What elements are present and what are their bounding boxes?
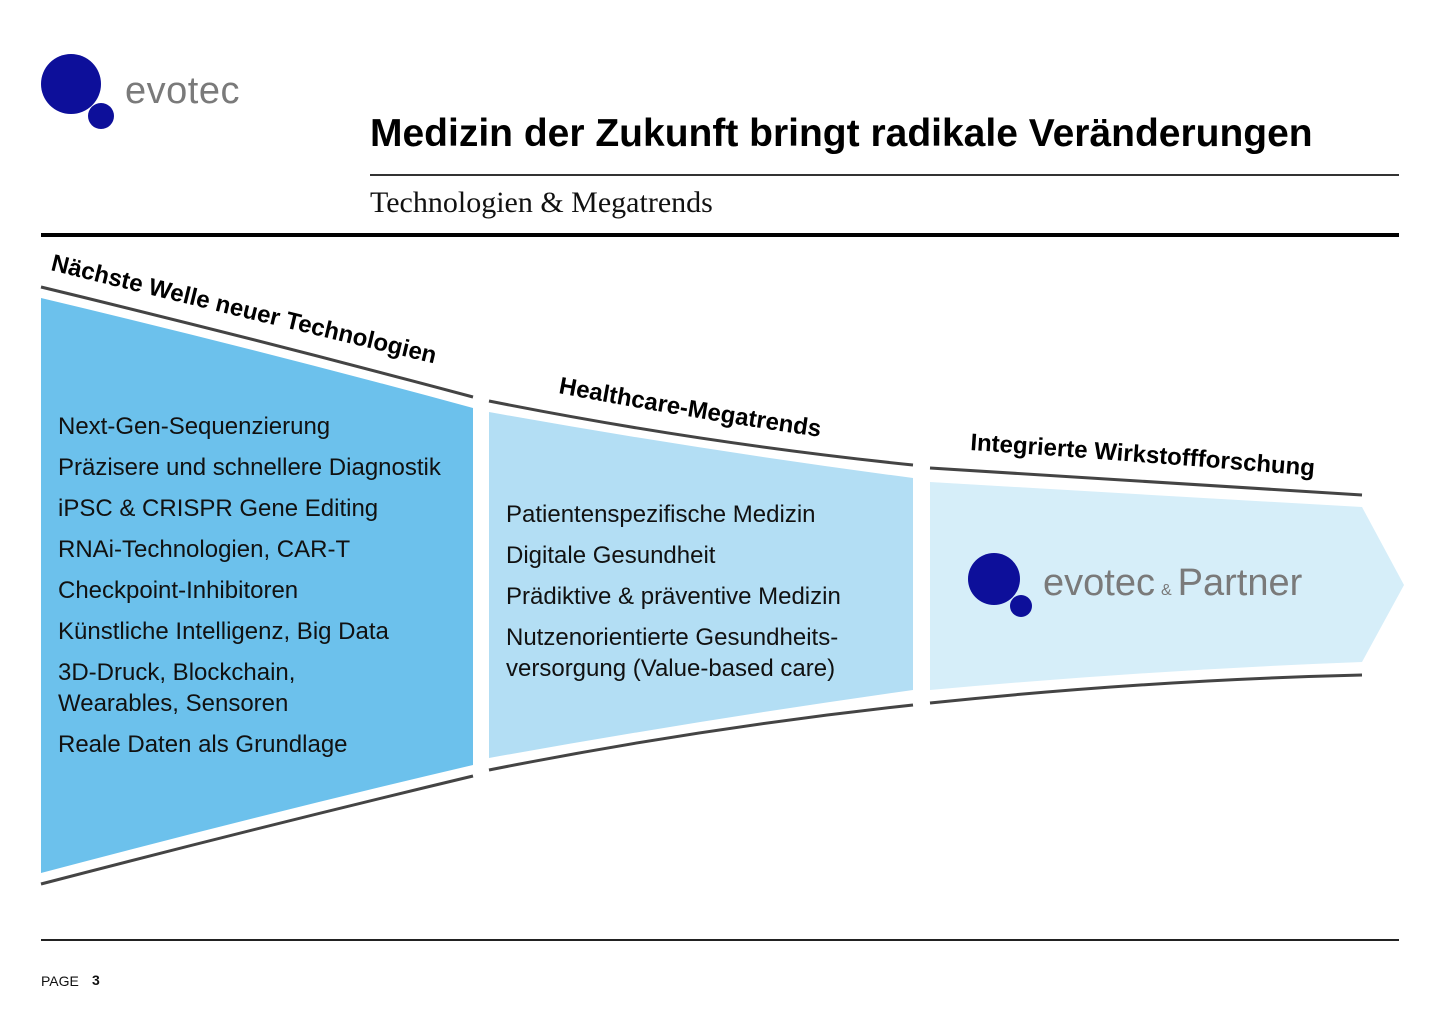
stage2-bottom-line <box>488 703 914 772</box>
header-divider <box>41 233 1399 237</box>
stage1-top-line <box>40 285 474 399</box>
megatrend-list: Patientenspezifische Medizin Digitale Ges… <box>506 499 841 694</box>
title-divider <box>370 174 1399 176</box>
page-subtitle: Technologien & Megatrends <box>370 186 713 219</box>
page-label: PAGE <box>41 973 79 989</box>
megatrend-item: Prädiktive & präventive Medizin <box>506 583 841 610</box>
stage1-panel <box>41 298 473 873</box>
partner-word: Partner <box>1177 562 1303 604</box>
partner-wordmark: evotec & Partner <box>1043 562 1302 605</box>
technology-item: Präzisere und schnellere Diagnostik <box>58 454 441 481</box>
technology-item: Künstliche Intelligenz, Big Data <box>58 618 389 645</box>
page-title: Medizin der Zukunft bringt radikale Verä… <box>370 112 1313 155</box>
stage3-panel <box>930 482 1404 690</box>
logo-dots-icon <box>41 54 114 129</box>
technology-item: RNAi-Technologien, CAR-T <box>58 536 351 563</box>
footer-divider <box>41 939 1399 941</box>
page-number: 3 <box>92 972 100 988</box>
technology-item: Checkpoint-Inhibitoren <box>58 577 299 604</box>
stage3-top-line <box>929 466 1363 497</box>
megatrend-item: Nutzenorientierte Gesundheits- versorgun… <box>506 624 839 682</box>
logo-wordmark: evotec <box>125 70 240 112</box>
technology-item: iPSC & CRISPR Gene Editing <box>58 495 379 522</box>
stage2-panel <box>489 412 913 758</box>
partner-logo-dots-icon <box>968 553 1032 617</box>
stage2-top-line <box>488 399 914 467</box>
partner-ampersand: & <box>1160 582 1172 599</box>
technology-item: 3D-Druck, Blockchain, Wearables, Sensore… <box>58 659 296 717</box>
technology-list: Next-Gen-Sequenzierung Präzisere und schn… <box>58 411 441 770</box>
technology-item: Next-Gen-Sequenzierung <box>58 413 331 440</box>
technology-item: Reale Daten als Grundlage <box>58 731 348 758</box>
stage3-bottom-line <box>929 673 1363 705</box>
partner-brand: evotec <box>1043 562 1155 604</box>
megatrend-item: Digitale Gesundheit <box>506 542 716 569</box>
megatrend-item: Patientenspezifische Medizin <box>506 501 816 528</box>
stage1-bottom-line <box>40 774 474 886</box>
